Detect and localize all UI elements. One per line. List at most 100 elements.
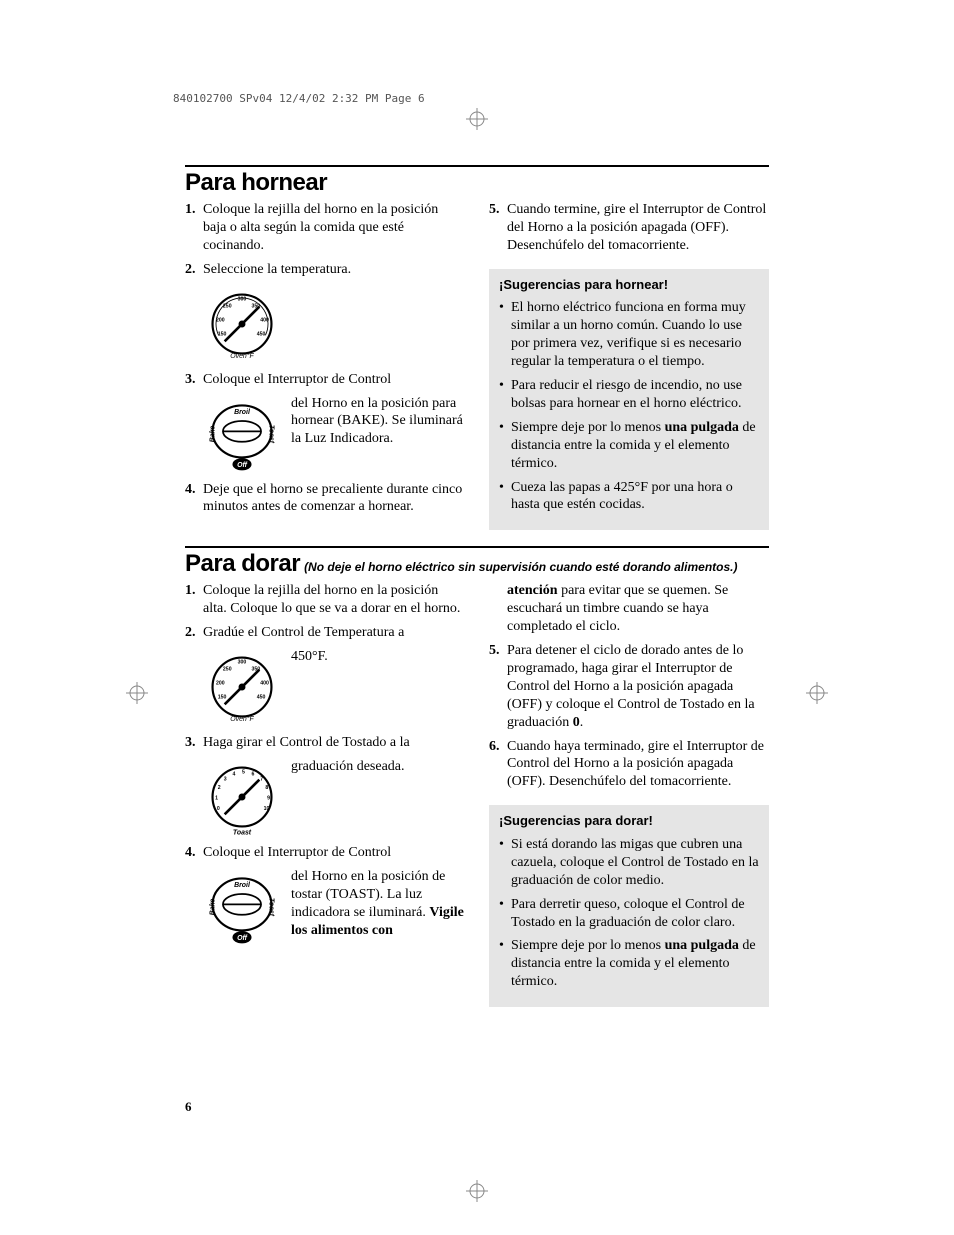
svg-text:0: 0 [217,806,220,812]
bake-step-3: 3. Coloque el Interruptor de Control [185,371,465,389]
section-title-bake: Para hornear [185,169,769,197]
svg-text:6: 6 [252,771,255,777]
svg-text:450: 450 [257,694,266,700]
step-text: Gradúe el Control de Temperatura a [203,624,465,642]
broil-step-1: 1. Coloque la rejilla del horno en la po… [185,582,465,618]
bake-col-right: 5. Cuando termine, gire el Interruptor d… [489,201,769,530]
section-rule [185,165,769,167]
step-text: Seleccione la temperatura. [203,261,465,279]
step-number: 4. [185,844,203,862]
broil-col-left: 1. Coloque la rejilla del horno en la po… [185,582,465,1007]
svg-text:200: 200 [216,317,225,323]
step-text: Coloque el Interruptor de Control [203,844,465,862]
registration-mark-right [806,682,828,704]
broil-step-6: 6. Cuando haya terminado, gire el Interr… [489,738,769,792]
tip-item: •Siempre deje por lo menos una pulgada d… [499,937,759,991]
svg-text:300: 300 [238,660,247,666]
broil-step-4-continuation: atención para evitar que se quemen. Se e… [507,582,769,636]
temperature-dial-icon: Oven°F 150200250 300350400450 [203,648,281,726]
page-number: 6 [185,1099,192,1115]
crop-header-text: 840102700 SPv04 12/4/02 2:32 PM Page 6 [173,92,425,105]
tip-item: •El horno eléctrico funciona en forma mu… [499,299,759,371]
section-rule [185,546,769,548]
step-number: 5. [489,642,507,732]
bake-step-2: 2. Seleccione la temperatura. [185,261,465,279]
svg-text:Off: Off [237,935,248,942]
svg-text:Bake: Bake [209,425,216,442]
step-text: Coloque el Interruptor de Control [203,371,465,389]
svg-text:2: 2 [218,785,221,791]
bake-tips-box: ¡Sugerencias para hornear! •El horno elé… [489,269,769,531]
svg-text:1: 1 [215,796,218,802]
tip-item: •Para reducir el riesgo de incendio, no … [499,377,759,413]
svg-text:8: 8 [265,785,268,791]
registration-mark-top [466,108,488,130]
step-text-wrap: graduación deseada. [291,758,405,836]
temperature-dial-icon: Oven°F 150200250 300350400450 [203,285,281,363]
step-number: 3. [185,734,203,752]
toast-dial-icon: Toast 0123 4567 8910 [203,758,281,836]
broil-col-right: atención para evitar que se quemen. Se e… [489,582,769,1007]
svg-text:10: 10 [264,806,270,812]
bake-step-4: 4. Deje que el horno se precaliente dura… [185,481,465,517]
step-text: Coloque la rejilla del horno en la posic… [203,201,465,255]
svg-text:Toast: Toast [233,829,252,836]
step-text: Coloque la rejilla del horno en la posic… [203,582,465,618]
step-number: 6. [489,738,507,792]
svg-text:4: 4 [232,771,235,777]
step-text: Cuando termine, gire el Interruptor de C… [507,201,769,255]
svg-text:Toast: Toast [268,424,275,443]
svg-text:150: 150 [218,694,227,700]
step-number: 3. [185,371,203,389]
svg-text:350: 350 [252,303,261,309]
broil-step-2: 2. Gradúe el Control de Temperatura a [185,624,465,642]
broil-columns: 1. Coloque la rejilla del horno en la po… [185,582,769,1007]
svg-text:Broil: Broil [234,409,251,416]
step-text: Cuando haya terminado, gire el Interrupt… [507,738,769,792]
svg-text:400: 400 [260,680,269,686]
broil-step-5: 5. Para detener el ciclo de dorado antes… [489,642,769,732]
step-number: 2. [185,624,203,642]
bake-step-1: 1. Coloque la rejilla del horno en la po… [185,201,465,255]
svg-text:5: 5 [242,770,245,776]
step-text: Deje que el horno se precaliente durante… [203,481,465,517]
svg-text:400: 400 [260,317,269,323]
step-text: Para detener el ciclo de dorado antes de… [507,642,769,732]
section-title-broil: Para dorar [185,550,300,577]
tips-title: ¡Sugerencias para hornear! [499,277,759,294]
svg-text:Oven°F: Oven°F [230,715,254,723]
tip-item: •Si está dorando las migas que cubren un… [499,836,759,890]
step-number: 4. [185,481,203,517]
step-text-wrap: 450°F. [291,648,328,726]
broil-tips-box: ¡Sugerencias para dorar! •Si está dorand… [489,805,769,1007]
svg-text:Toast: Toast [268,898,275,917]
svg-text:450: 450 [257,331,266,337]
svg-text:300: 300 [238,296,247,302]
svg-text:Off: Off [237,461,248,468]
step-text: Haga girar el Control de Tostado a la [203,734,465,752]
section-subtitle-broil: (No deje el horno eléctrico sin supervis… [304,560,737,574]
bake-col-left: 1. Coloque la rejilla del horno en la po… [185,201,465,530]
oven-mode-dial-icon: Broil Bake Toast Off [203,395,281,473]
oven-mode-dial-icon: Broil Bake Toast Off [203,868,281,946]
registration-mark-left [126,682,148,704]
svg-text:350: 350 [252,667,261,673]
bake-columns: 1. Coloque la rejilla del horno en la po… [185,201,769,530]
broil-step-4: 4. Coloque el Interruptor de Control [185,844,465,862]
step-number: 1. [185,582,203,618]
svg-text:Bake: Bake [209,898,216,915]
step-number: 2. [185,261,203,279]
svg-text:150: 150 [218,331,227,337]
section-heading-broil: Para dorar (No deje el horno eléctrico s… [185,550,769,578]
dial-label: Oven°F [230,351,254,359]
step-number: 1. [185,201,203,255]
tip-item: •Para derretir queso, coloque el Control… [499,896,759,932]
svg-text:3: 3 [224,776,227,782]
svg-text:200: 200 [216,680,225,686]
step-text-wrap: del Horno en la posición de tostar (TOAS… [291,868,465,946]
svg-text:Broil: Broil [234,882,251,889]
tip-item: •Cueza las papas a 425°F por una hora o … [499,479,759,515]
svg-text:7: 7 [260,776,263,782]
step-text-wrap: del Horno en la posición para hornear (B… [291,395,465,473]
bake-step-5: 5. Cuando termine, gire el Interruptor d… [489,201,769,255]
